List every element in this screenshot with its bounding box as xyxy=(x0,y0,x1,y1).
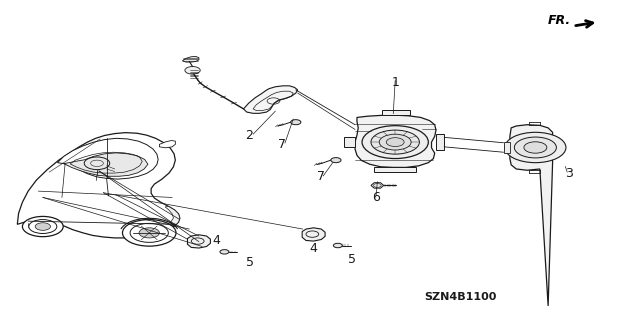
Circle shape xyxy=(505,132,566,163)
Circle shape xyxy=(130,223,168,242)
Polygon shape xyxy=(510,125,552,306)
Text: 7: 7 xyxy=(317,170,325,183)
Text: 6: 6 xyxy=(372,191,380,204)
Text: FR.: FR. xyxy=(547,14,570,27)
Circle shape xyxy=(29,219,57,234)
Circle shape xyxy=(515,137,556,158)
Text: SZN4B1100: SZN4B1100 xyxy=(424,292,497,302)
Circle shape xyxy=(22,216,63,237)
Circle shape xyxy=(122,219,176,246)
Circle shape xyxy=(331,158,341,163)
Text: 5: 5 xyxy=(246,256,254,269)
Circle shape xyxy=(380,134,411,150)
Text: 5: 5 xyxy=(348,253,356,266)
Circle shape xyxy=(139,228,159,238)
Circle shape xyxy=(524,142,547,153)
Polygon shape xyxy=(165,206,180,226)
Polygon shape xyxy=(244,86,298,113)
Circle shape xyxy=(291,120,301,125)
Polygon shape xyxy=(182,56,199,62)
Polygon shape xyxy=(159,141,175,148)
Polygon shape xyxy=(355,115,436,167)
Circle shape xyxy=(387,138,404,146)
Circle shape xyxy=(362,126,428,159)
Polygon shape xyxy=(344,137,355,147)
Polygon shape xyxy=(371,183,384,188)
Polygon shape xyxy=(64,153,148,176)
Polygon shape xyxy=(188,235,211,248)
Polygon shape xyxy=(17,133,180,238)
Text: 4: 4 xyxy=(213,234,221,247)
Circle shape xyxy=(371,130,419,154)
Polygon shape xyxy=(374,167,415,172)
Circle shape xyxy=(333,243,342,248)
Circle shape xyxy=(35,223,51,230)
Polygon shape xyxy=(383,110,410,115)
Circle shape xyxy=(220,250,229,254)
Text: 1: 1 xyxy=(391,76,399,89)
Circle shape xyxy=(185,67,200,74)
Polygon shape xyxy=(302,228,325,241)
Text: 2: 2 xyxy=(244,129,253,142)
Text: 3: 3 xyxy=(564,167,572,180)
Polygon shape xyxy=(58,138,158,179)
Polygon shape xyxy=(436,134,444,150)
Polygon shape xyxy=(504,142,510,153)
Text: 7: 7 xyxy=(278,138,286,151)
Text: 4: 4 xyxy=(310,241,317,255)
